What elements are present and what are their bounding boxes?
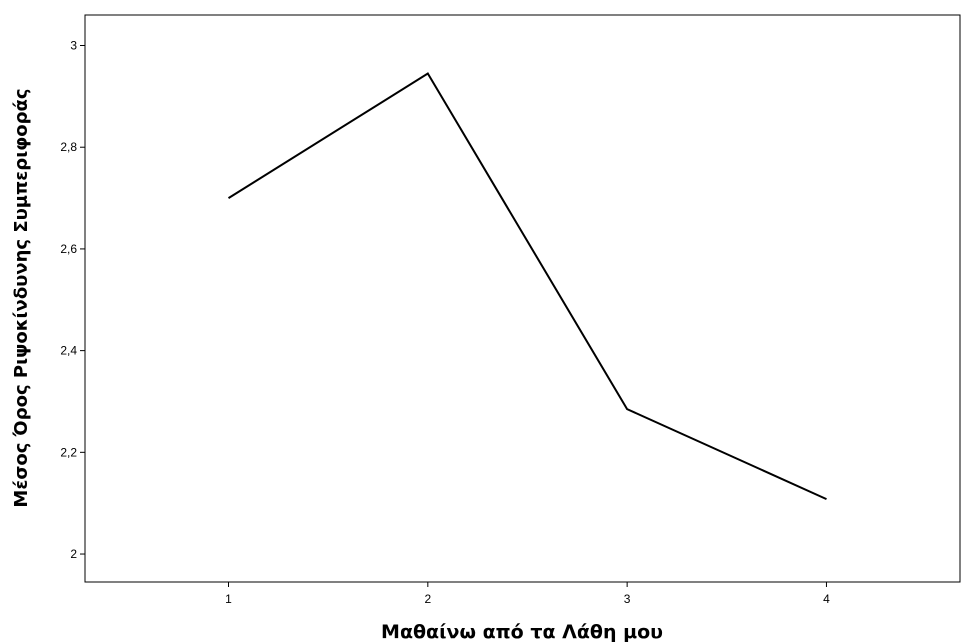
x-tick-label: 1: [225, 592, 232, 606]
y-axis: 2 2,2 2,4 2,6 2,8 3: [60, 39, 85, 561]
x-tick-label: 4: [823, 592, 830, 606]
y-tick-label: 2,6: [60, 242, 77, 256]
y-tick-label: 2,4: [60, 344, 77, 358]
x-tick-label: 2: [424, 592, 431, 606]
x-axis-title: Μαθαίνω από τα Λάθη μου: [381, 621, 663, 642]
y-tick-label: 2,2: [60, 445, 77, 459]
x-tick-label: 3: [624, 592, 631, 606]
plot-frame: [84, 14, 961, 583]
series-layer: [227, 72, 827, 501]
y-tick-label: 2: [70, 547, 77, 561]
x-axis: 1 2 3 4: [225, 582, 830, 606]
y-axis-title: Μέσος Όρος Ριψοκίνδυνης Συμπεριφοράς: [11, 88, 32, 507]
series-line: [227, 72, 827, 501]
y-tick-label: 3: [70, 39, 77, 53]
y-tick-label: 2,8: [60, 140, 77, 154]
